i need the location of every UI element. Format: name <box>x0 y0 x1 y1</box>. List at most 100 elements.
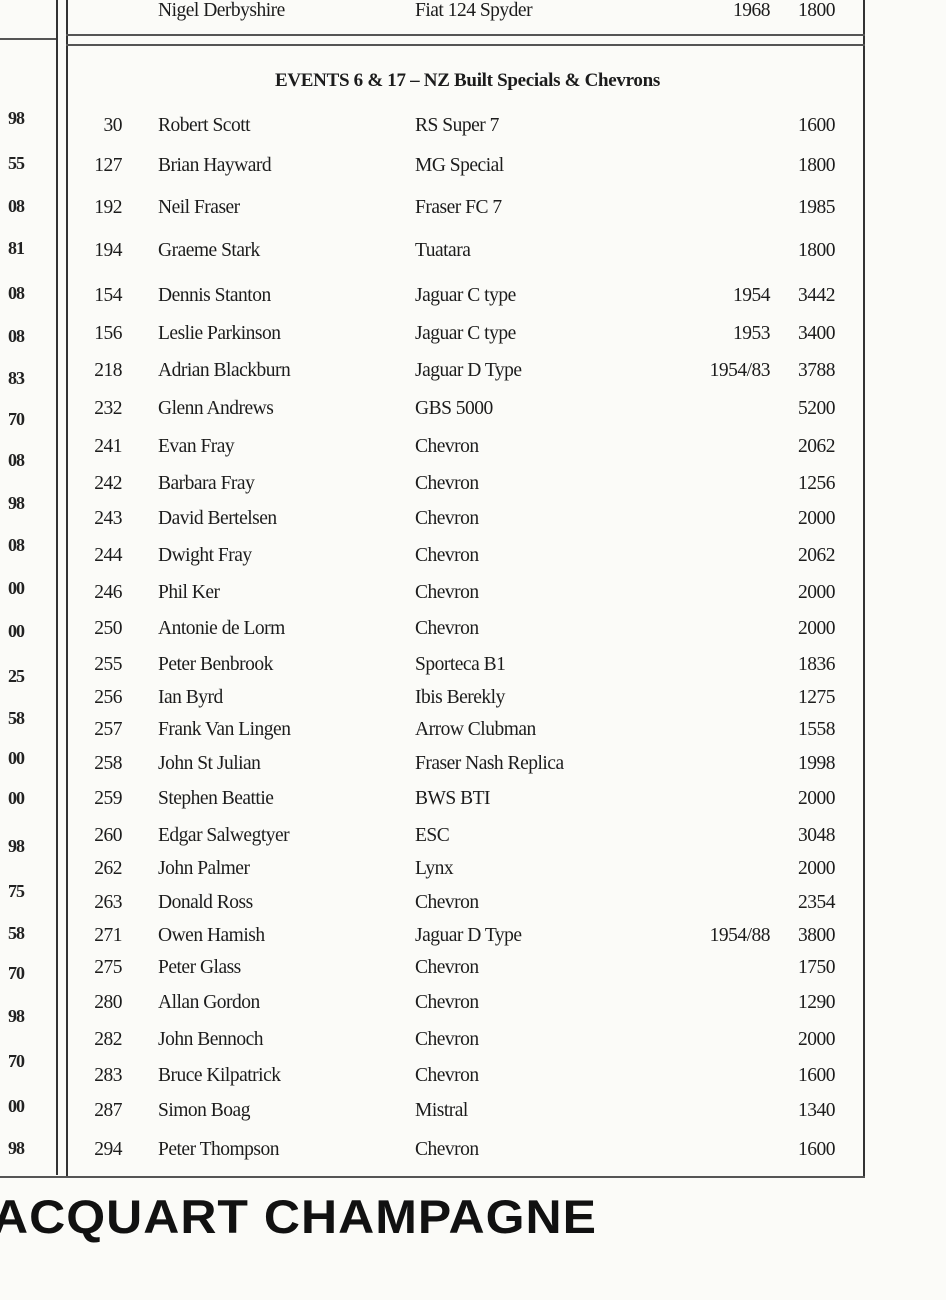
driver-name: Peter Thompson <box>158 1139 280 1160</box>
car-number: 283 <box>94 1065 122 1086</box>
engine-cc: 1800 <box>798 155 836 176</box>
engine-cc: 3442 <box>798 285 836 306</box>
left-column-fragment: 70 <box>8 409 25 429</box>
car-model: MG Special <box>415 155 504 176</box>
engine-cc: 2000 <box>798 858 836 879</box>
left-column-fragment: 00 <box>8 621 25 641</box>
driver-name: John Palmer <box>158 858 250 879</box>
entry-row: 260 Edgar Salwegtyer ESC 3048 <box>70 825 850 851</box>
driver-name: Neil Fraser <box>158 197 240 218</box>
driver-name: Graeme Stark <box>158 240 260 261</box>
car-model: Chevron <box>415 545 479 566</box>
car-model: Sporteca B1 <box>415 654 506 675</box>
engine-cc: 1600 <box>798 1139 836 1160</box>
car-model: Chevron <box>415 1029 479 1050</box>
car-number: 156 <box>94 323 122 344</box>
entry-row: 287 Simon Boag Mistral 1340 <box>70 1100 850 1126</box>
left-column-fragment: 25 <box>8 666 25 686</box>
car-model: GBS 5000 <box>415 398 493 419</box>
car-year: 1953 <box>733 323 771 344</box>
left-column-fragment: 58 <box>8 708 25 728</box>
engine-cc: 2062 <box>798 545 836 566</box>
car-number: 287 <box>94 1100 122 1121</box>
left-column-fragment: 83 <box>8 368 25 388</box>
car-model: Chevron <box>415 582 479 603</box>
entry-row: 259 Stephen Beattie BWS BTI 2000 <box>70 788 850 814</box>
left-column-fragment: 98 <box>8 493 25 513</box>
driver-name: Allan Gordon <box>158 992 260 1013</box>
car-number: 218 <box>94 360 122 381</box>
car-number: 282 <box>94 1029 122 1050</box>
car-number: 246 <box>94 582 122 603</box>
left-column-fragment: 08 <box>8 450 25 470</box>
driver-name: Ian Byrd <box>158 687 223 708</box>
car-model: Fraser FC 7 <box>415 197 502 218</box>
driver-name: Antonie de Lorm <box>158 618 285 639</box>
car-number: 294 <box>94 1139 122 1160</box>
engine-cc: 1836 <box>798 654 836 675</box>
engine-cc: 2062 <box>798 436 836 457</box>
champagne-banner: ACQUART CHAMPAGNE <box>0 1190 597 1244</box>
car-year: 1954/88 <box>709 925 771 946</box>
entry-row: 241 Evan Fray Chevron 2062 <box>70 436 850 462</box>
left-column-fragment: 70 <box>8 1051 25 1071</box>
driver-name: Stephen Beattie <box>158 788 274 809</box>
car-model: Lynx <box>415 858 454 879</box>
car-number: 280 <box>94 992 122 1013</box>
entry-row: 127 Brian Hayward MG Special 1800 <box>70 155 850 181</box>
left-column-fragment: 98 <box>8 1138 25 1158</box>
entry-row: 262 John Palmer Lynx 2000 <box>70 858 850 884</box>
car-model: Chevron <box>415 1139 479 1160</box>
car-number: 30 <box>103 115 123 136</box>
engine-cc: 1256 <box>798 473 836 494</box>
car-number: 192 <box>94 197 122 218</box>
car-model: Arrow Clubman <box>415 719 536 740</box>
car-model: Chevron <box>415 1065 479 1086</box>
engine-cc: 3788 <box>798 360 836 381</box>
driver-name: Edgar Salwegtyer <box>158 825 290 846</box>
car-model: RS Super 7 <box>415 115 499 136</box>
entry-row: 283 Bruce Kilpatrick Chevron 1600 <box>70 1065 850 1091</box>
car-model: Chevron <box>415 892 479 913</box>
driver-name: Glenn Andrews <box>158 398 274 419</box>
car-year: 1968 <box>733 0 771 21</box>
car-model: Jaguar D Type <box>415 360 522 381</box>
left-column-fragment: 98 <box>8 108 25 128</box>
car-model: Chevron <box>415 618 479 639</box>
entry-row: 192 Neil Fraser Fraser FC 7 1985 <box>70 197 850 223</box>
engine-cc: 2354 <box>798 892 836 913</box>
engine-cc: 2000 <box>798 508 836 529</box>
driver-name: Adrian Blackburn <box>158 360 291 381</box>
entry-row: 256 Ian Byrd Ibis Berekly 1275 <box>70 687 850 713</box>
entry-row: 294 Peter Thompson Chevron 1600 <box>70 1139 850 1165</box>
car-number: 232 <box>94 398 122 419</box>
section-top-border <box>66 44 865 46</box>
left-column-border <box>56 0 58 1175</box>
engine-cc: 5200 <box>798 398 836 419</box>
engine-cc: 1600 <box>798 115 836 136</box>
car-number: 241 <box>94 436 122 457</box>
car-model: BWS BTI <box>415 788 491 809</box>
entry-row: 243 David Bertelsen Chevron 2000 <box>70 508 850 534</box>
left-column-fragment: 75 <box>8 881 25 901</box>
engine-cc: 1290 <box>798 992 836 1013</box>
left-column-fragment: 98 <box>8 1006 25 1026</box>
left-column-fragment: 58 <box>8 923 25 943</box>
driver-name: Barbara Fray <box>158 473 255 494</box>
driver-name: Dwight Fray <box>158 545 252 566</box>
car-year: 1954/83 <box>709 360 771 381</box>
entry-row: 218 Adrian Blackburn Jaguar D Type 1954/83 3… <box>70 360 850 386</box>
section-heading: EVENTS 6 & 17 – NZ Built Specials & Chev… <box>275 70 660 91</box>
driver-name: Peter Benbrook <box>158 654 273 675</box>
car-number: 256 <box>94 687 122 708</box>
entry-row: 271 Owen Hamish Jaguar D Type 1954/88 3800 <box>70 925 850 951</box>
car-model: Jaguar C type <box>415 285 516 306</box>
engine-cc: 1985 <box>798 197 836 218</box>
left-column-fragment: 70 <box>8 963 25 983</box>
car-model: Chevron <box>415 436 479 457</box>
left-column-fragment: 08 <box>8 535 25 555</box>
driver-name: Bruce Kilpatrick <box>158 1065 281 1086</box>
top-entry-row: Nigel Derbyshire Fiat 124 Spyder 1968 18… <box>70 0 850 26</box>
car-model: Ibis Berekly <box>415 687 505 708</box>
left-column-fragment: 81 <box>8 238 25 258</box>
